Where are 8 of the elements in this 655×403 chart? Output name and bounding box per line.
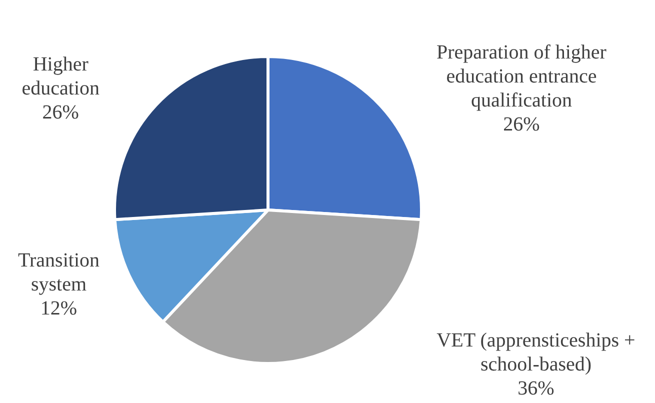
slice-label: Preparation of higher education entrance qualification (436, 41, 607, 112)
data-label: 12% (40, 297, 78, 320)
data-label: 36% (518, 377, 554, 400)
slice-label: VET (apprensticeships + school-based) (436, 329, 636, 376)
data-label: 26% (503, 113, 540, 136)
slice-label: Transition system (18, 249, 100, 296)
slice-label: Higher education (22, 53, 100, 100)
data-label: 26% (42, 101, 79, 124)
